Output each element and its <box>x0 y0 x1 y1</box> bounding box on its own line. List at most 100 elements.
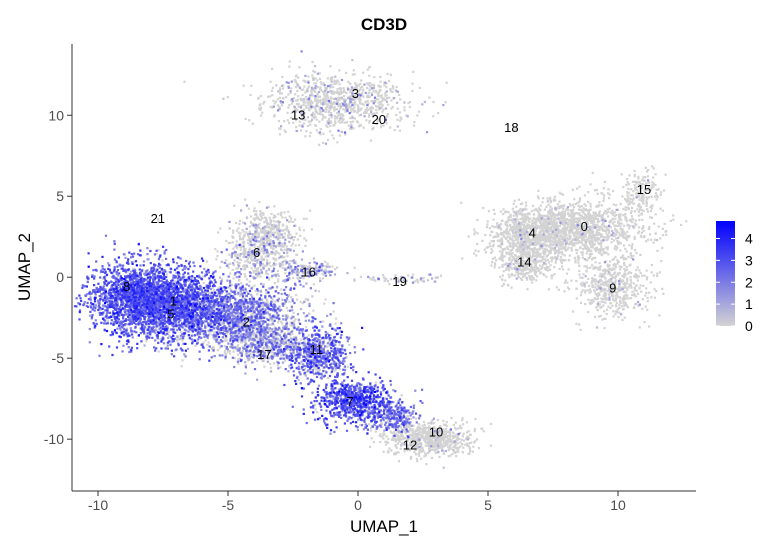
cell-point <box>533 230 536 233</box>
cell-point <box>560 213 563 216</box>
cell-point <box>513 274 516 277</box>
cell-point <box>545 275 548 278</box>
cell-point <box>378 117 381 120</box>
cell-point <box>276 235 279 238</box>
cell-point <box>372 100 375 103</box>
cell-point <box>525 265 528 268</box>
cell-point <box>572 231 575 234</box>
cell-point <box>365 119 368 122</box>
cell-point <box>241 241 244 244</box>
cell-point <box>526 237 529 240</box>
cell-point <box>291 242 294 245</box>
cell-point <box>597 239 600 242</box>
cell-point <box>523 226 526 229</box>
cell-point <box>586 267 589 270</box>
cell-point <box>608 193 611 196</box>
cell-point <box>343 95 346 98</box>
cell-point <box>520 242 523 245</box>
cell-point <box>242 238 245 241</box>
cell-point <box>226 96 229 99</box>
cell-point <box>582 273 585 276</box>
cell-point <box>649 216 652 219</box>
cell-point <box>619 227 622 231</box>
cell-point <box>575 234 578 237</box>
cell-point <box>352 127 355 130</box>
cell-point <box>302 217 306 220</box>
cell-point <box>614 299 617 302</box>
cell-point <box>523 225 526 228</box>
cell-point <box>595 306 598 309</box>
cell-point <box>520 253 523 256</box>
cell-point <box>244 248 247 251</box>
cell-point <box>543 253 546 256</box>
cell-point <box>627 234 630 237</box>
cell-point <box>325 97 328 100</box>
cell-point <box>133 260 136 263</box>
cell-point <box>283 228 286 231</box>
cell-point <box>235 267 238 270</box>
cell-point <box>332 102 336 105</box>
cell-point <box>592 233 595 236</box>
cell-point <box>586 237 589 241</box>
cell-point <box>564 243 567 246</box>
cell-point <box>318 95 321 98</box>
cell-point <box>236 345 239 348</box>
cell-point <box>526 288 529 291</box>
cell-point <box>294 80 297 83</box>
cell-point <box>329 334 332 337</box>
cell-point <box>598 238 601 241</box>
cell-point <box>571 215 574 218</box>
cell-point <box>628 244 631 247</box>
cell-point <box>238 234 241 237</box>
cell-point <box>306 101 309 104</box>
cell-point <box>599 265 602 268</box>
cell-point <box>517 263 520 266</box>
cell-point <box>384 98 387 101</box>
cell-point <box>537 269 540 272</box>
cell-point <box>637 210 640 214</box>
cell-point <box>242 221 245 224</box>
cell-point <box>631 221 634 224</box>
cell-point <box>655 194 658 197</box>
cell-point <box>628 225 631 228</box>
cell-point <box>495 259 498 262</box>
cell-point <box>508 236 511 239</box>
cell-point <box>514 225 517 229</box>
cell-point <box>523 264 526 267</box>
cell-point <box>541 238 544 241</box>
cell-point <box>283 129 286 132</box>
cell-point <box>524 262 527 265</box>
cell-point <box>614 282 617 285</box>
cell-point <box>283 211 286 214</box>
cell-point <box>555 221 558 224</box>
cell-point <box>524 229 527 232</box>
cell-point <box>274 334 278 337</box>
cell-point <box>310 103 313 106</box>
cell-point <box>202 341 205 344</box>
cell-point <box>207 341 210 344</box>
cell-point <box>519 235 523 238</box>
cell-point <box>542 273 545 276</box>
cell-point <box>580 205 583 208</box>
cell-point <box>615 293 618 296</box>
cell-point <box>595 246 598 249</box>
cell-point <box>232 247 235 250</box>
cell-point <box>614 290 617 294</box>
cell-point <box>544 236 547 239</box>
cell-point <box>380 103 383 106</box>
cell-point <box>264 219 268 223</box>
cell-point <box>611 209 614 212</box>
cell-point <box>563 215 566 219</box>
cell-point <box>307 75 310 78</box>
cell-point <box>512 218 515 221</box>
cell-point <box>301 124 304 127</box>
cell-point <box>605 232 608 235</box>
cell-point <box>498 239 501 242</box>
cell-point <box>358 114 361 117</box>
cell-point <box>613 224 616 227</box>
cell-point <box>287 236 290 239</box>
cell-point <box>281 75 284 79</box>
cell-point <box>606 284 609 287</box>
cell-point <box>587 256 590 260</box>
cell-point <box>284 131 287 134</box>
